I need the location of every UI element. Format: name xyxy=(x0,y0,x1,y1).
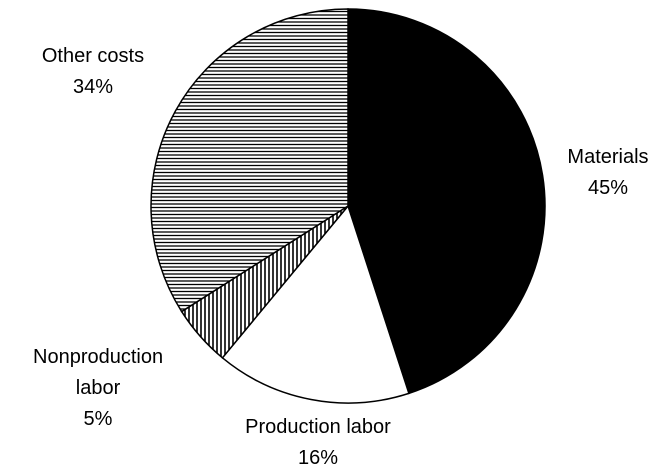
slice-label: Other costs 34% xyxy=(23,41,163,103)
category-label: Production labor xyxy=(245,416,391,438)
value-label: 45% xyxy=(587,177,629,199)
pie-slice xyxy=(150,8,349,313)
slice-label: Materials 45% xyxy=(538,142,667,204)
category-label: Nonproduction labor xyxy=(33,346,164,399)
pie-slice xyxy=(347,8,546,395)
value-label: 5% xyxy=(83,408,113,430)
value-label: 34% xyxy=(72,76,114,98)
slice-label: Production labor 16% xyxy=(198,412,438,469)
category-label: Materials xyxy=(567,146,649,168)
slice-label: Nonproduction labor 5% xyxy=(33,342,163,435)
value-label: 16% xyxy=(297,447,339,469)
category-label: Other costs xyxy=(41,45,145,67)
pie-slice xyxy=(221,204,410,404)
